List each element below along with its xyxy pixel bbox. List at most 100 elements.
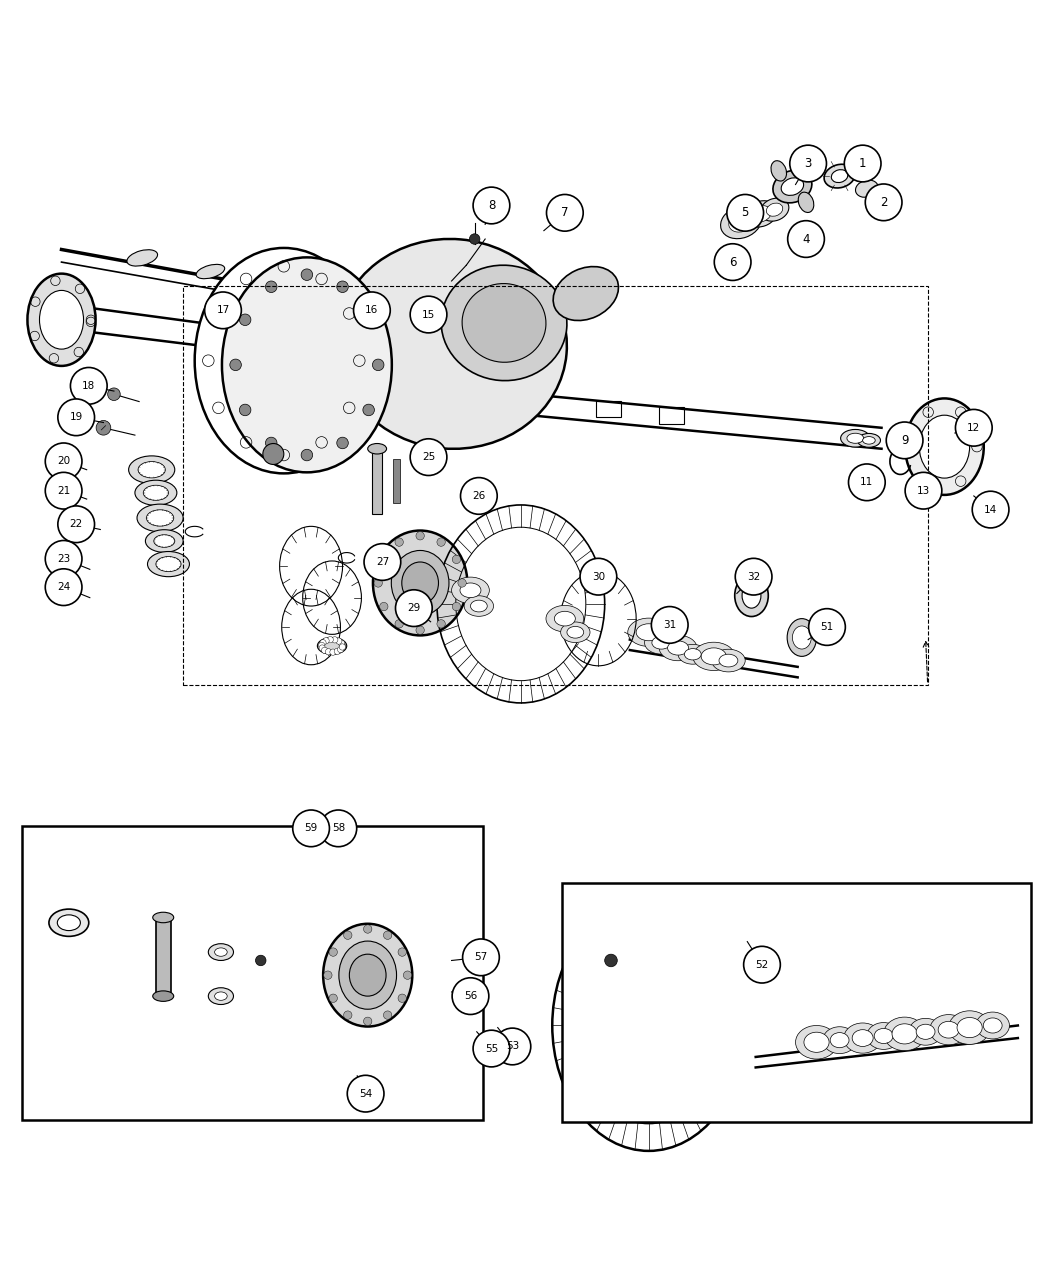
Ellipse shape	[793, 626, 812, 649]
Circle shape	[363, 404, 375, 416]
Circle shape	[580, 558, 616, 595]
Ellipse shape	[645, 631, 678, 654]
Circle shape	[956, 409, 992, 446]
Circle shape	[329, 994, 337, 1002]
Circle shape	[262, 444, 284, 464]
Circle shape	[398, 947, 406, 956]
Ellipse shape	[975, 1012, 1009, 1039]
Circle shape	[334, 648, 340, 654]
Circle shape	[469, 233, 480, 245]
Text: 8: 8	[488, 199, 496, 212]
Ellipse shape	[938, 1021, 959, 1038]
Circle shape	[416, 626, 424, 635]
Ellipse shape	[957, 1017, 982, 1038]
Ellipse shape	[392, 551, 449, 616]
Text: 26: 26	[472, 491, 485, 501]
Circle shape	[743, 946, 780, 983]
Text: 55: 55	[485, 1043, 498, 1053]
Ellipse shape	[196, 264, 225, 279]
Ellipse shape	[831, 1033, 849, 1048]
Ellipse shape	[823, 1026, 857, 1053]
Circle shape	[318, 643, 324, 649]
Text: 25: 25	[422, 453, 435, 462]
Circle shape	[383, 1011, 392, 1019]
Circle shape	[363, 924, 372, 933]
Circle shape	[293, 810, 330, 847]
Ellipse shape	[145, 529, 183, 552]
Circle shape	[205, 292, 242, 329]
Text: 1: 1	[859, 157, 866, 170]
Ellipse shape	[847, 434, 864, 444]
Circle shape	[330, 649, 336, 655]
Text: 58: 58	[332, 824, 345, 834]
Ellipse shape	[771, 161, 786, 181]
Ellipse shape	[350, 954, 386, 996]
Ellipse shape	[773, 171, 812, 203]
Ellipse shape	[336, 238, 567, 449]
Ellipse shape	[929, 1015, 967, 1044]
Ellipse shape	[685, 649, 701, 660]
Ellipse shape	[27, 274, 96, 366]
Text: 24: 24	[57, 583, 70, 592]
Circle shape	[70, 367, 107, 404]
Ellipse shape	[744, 200, 777, 227]
Ellipse shape	[441, 265, 567, 381]
Circle shape	[383, 931, 392, 940]
Ellipse shape	[948, 1011, 990, 1044]
Text: 31: 31	[664, 620, 676, 630]
Text: 5: 5	[741, 207, 749, 219]
Circle shape	[437, 538, 445, 546]
Ellipse shape	[460, 583, 481, 598]
Circle shape	[474, 1030, 510, 1067]
Text: 2: 2	[880, 196, 887, 209]
Ellipse shape	[920, 416, 969, 478]
Text: 52: 52	[755, 960, 769, 970]
Text: 13: 13	[917, 486, 930, 496]
Ellipse shape	[841, 430, 870, 448]
Circle shape	[363, 314, 375, 325]
Circle shape	[735, 558, 772, 595]
Circle shape	[97, 421, 111, 435]
Circle shape	[336, 638, 342, 644]
Text: 27: 27	[376, 557, 388, 567]
Circle shape	[332, 636, 338, 643]
Text: 16: 16	[365, 305, 379, 315]
Circle shape	[58, 399, 94, 436]
Ellipse shape	[208, 988, 233, 1005]
Ellipse shape	[875, 1029, 894, 1043]
Circle shape	[380, 555, 388, 564]
Text: 57: 57	[475, 952, 487, 963]
Circle shape	[343, 931, 352, 940]
Circle shape	[848, 464, 885, 501]
Ellipse shape	[567, 626, 584, 638]
Text: 30: 30	[592, 571, 605, 581]
Circle shape	[348, 1075, 384, 1112]
Circle shape	[329, 947, 337, 956]
Circle shape	[546, 195, 583, 231]
Text: 17: 17	[216, 305, 230, 315]
Ellipse shape	[464, 595, 494, 616]
Circle shape	[266, 280, 277, 292]
Circle shape	[323, 972, 332, 979]
Ellipse shape	[804, 1033, 830, 1052]
Ellipse shape	[832, 170, 847, 182]
Text: 9: 9	[901, 434, 908, 446]
Circle shape	[458, 579, 466, 588]
Circle shape	[495, 1028, 530, 1065]
Ellipse shape	[323, 924, 413, 1026]
Circle shape	[790, 145, 826, 182]
Bar	[659, 407, 685, 423]
Text: 12: 12	[967, 423, 981, 432]
Ellipse shape	[153, 534, 174, 547]
Ellipse shape	[368, 444, 386, 454]
Ellipse shape	[798, 193, 814, 213]
Ellipse shape	[147, 552, 189, 576]
Ellipse shape	[863, 436, 876, 444]
Circle shape	[808, 608, 845, 645]
Bar	[155, 918, 170, 996]
Circle shape	[474, 187, 510, 224]
Ellipse shape	[712, 649, 746, 672]
Ellipse shape	[127, 250, 158, 266]
Ellipse shape	[678, 644, 708, 664]
Text: 21: 21	[57, 486, 70, 496]
